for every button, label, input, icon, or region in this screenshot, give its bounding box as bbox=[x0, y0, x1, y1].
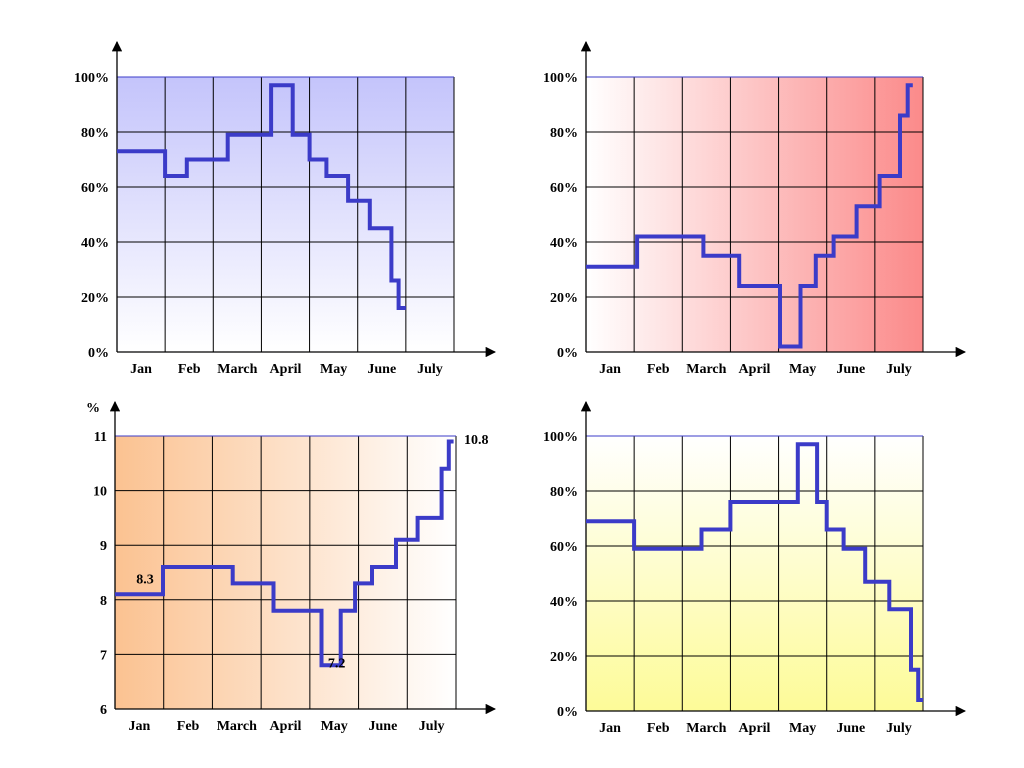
plot-background bbox=[115, 436, 456, 709]
x-tick-label: April bbox=[739, 721, 771, 736]
data-label: 7.2 bbox=[328, 656, 346, 671]
y-tick-label: 80% bbox=[550, 126, 578, 141]
x-tick-label: May bbox=[789, 721, 816, 736]
y-tick-label: 20% bbox=[550, 650, 578, 665]
x-tick-label: Feb bbox=[177, 719, 200, 734]
y-tick-label: 40% bbox=[81, 236, 109, 251]
series-line bbox=[586, 442, 923, 702]
x-tick-label: Feb bbox=[647, 721, 670, 736]
chart-bottom-right: 0% 20% 40% 60% 80% 100% Jan Feb March April May Jun… bbox=[543, 400, 967, 736]
y-tick-label: 60% bbox=[81, 181, 109, 196]
x-tick-label: March bbox=[217, 362, 257, 377]
y-tick-label: 7 bbox=[100, 648, 107, 663]
x-tick-label: Feb bbox=[178, 362, 201, 377]
plot-background bbox=[586, 77, 923, 352]
series-line bbox=[117, 83, 406, 310]
y-tick-label: 0% bbox=[557, 346, 578, 361]
y-tick-label: 100% bbox=[543, 71, 578, 86]
x-tick-label: July bbox=[886, 721, 912, 736]
y-tick-label: 80% bbox=[81, 126, 109, 141]
x-tick-label: July bbox=[417, 362, 443, 377]
chart-top-left: 0% 20% 40% 60% 80% 100% Jan Feb March April May Jun… bbox=[74, 40, 497, 377]
x-tick-label: June bbox=[836, 721, 865, 736]
x-tick-label: Jan bbox=[130, 362, 152, 377]
y-tick-label: 40% bbox=[550, 595, 578, 610]
x-tick-label: May bbox=[321, 719, 348, 734]
x-tick-label: March bbox=[686, 362, 726, 377]
y-tick-label: 60% bbox=[550, 540, 578, 555]
chart-bottom-left: 6 7 8 9 10 11% Jan Feb March April May June July 8.3 7… bbox=[86, 400, 497, 734]
y-tick-label: 0% bbox=[557, 705, 578, 720]
y-axis-label: % bbox=[86, 401, 100, 416]
y-tick-label: 6 bbox=[100, 703, 107, 718]
x-tick-label: July bbox=[886, 362, 912, 377]
y-tick-label: 20% bbox=[81, 291, 109, 306]
x-tick-label: March bbox=[217, 719, 257, 734]
x-tick-label: April bbox=[270, 362, 302, 377]
y-tick-label: 11 bbox=[94, 430, 107, 445]
x-tick-label: May bbox=[789, 362, 816, 377]
x-tick-label: June bbox=[836, 362, 865, 377]
series-line bbox=[115, 439, 454, 668]
y-tick-label: 60% bbox=[550, 181, 578, 196]
x-tick-label: Jan bbox=[128, 719, 150, 734]
series-line bbox=[586, 83, 913, 349]
y-tick-label: 9 bbox=[100, 539, 107, 554]
data-label: 10.8 bbox=[464, 433, 489, 448]
x-tick-label: Feb bbox=[647, 362, 670, 377]
x-tick-label: Jan bbox=[599, 721, 621, 736]
y-tick-label: 10 bbox=[93, 485, 107, 500]
y-tick-label: 80% bbox=[550, 485, 578, 500]
y-tick-label: 20% bbox=[550, 291, 578, 306]
y-tick-label: 8 bbox=[100, 594, 107, 609]
plot-background bbox=[117, 77, 454, 352]
chart-top-right: 0% 20% 40% 60% 80% 100% Jan Feb March April May Jun… bbox=[543, 40, 967, 377]
x-tick-label: June bbox=[367, 362, 396, 377]
x-tick-label: March bbox=[686, 721, 726, 736]
x-tick-label: May bbox=[320, 362, 347, 377]
y-tick-label: 100% bbox=[543, 430, 578, 445]
y-tick-label: 100% bbox=[74, 71, 109, 86]
plot-background bbox=[586, 436, 923, 711]
x-tick-label: June bbox=[369, 719, 398, 734]
y-tick-label: 0% bbox=[88, 346, 109, 361]
y-tick-label: 40% bbox=[550, 236, 578, 251]
x-tick-label: July bbox=[419, 719, 445, 734]
x-tick-label: April bbox=[739, 362, 771, 377]
data-label: 8.3 bbox=[136, 572, 154, 587]
x-tick-label: April bbox=[270, 719, 302, 734]
x-tick-label: Jan bbox=[599, 362, 621, 377]
